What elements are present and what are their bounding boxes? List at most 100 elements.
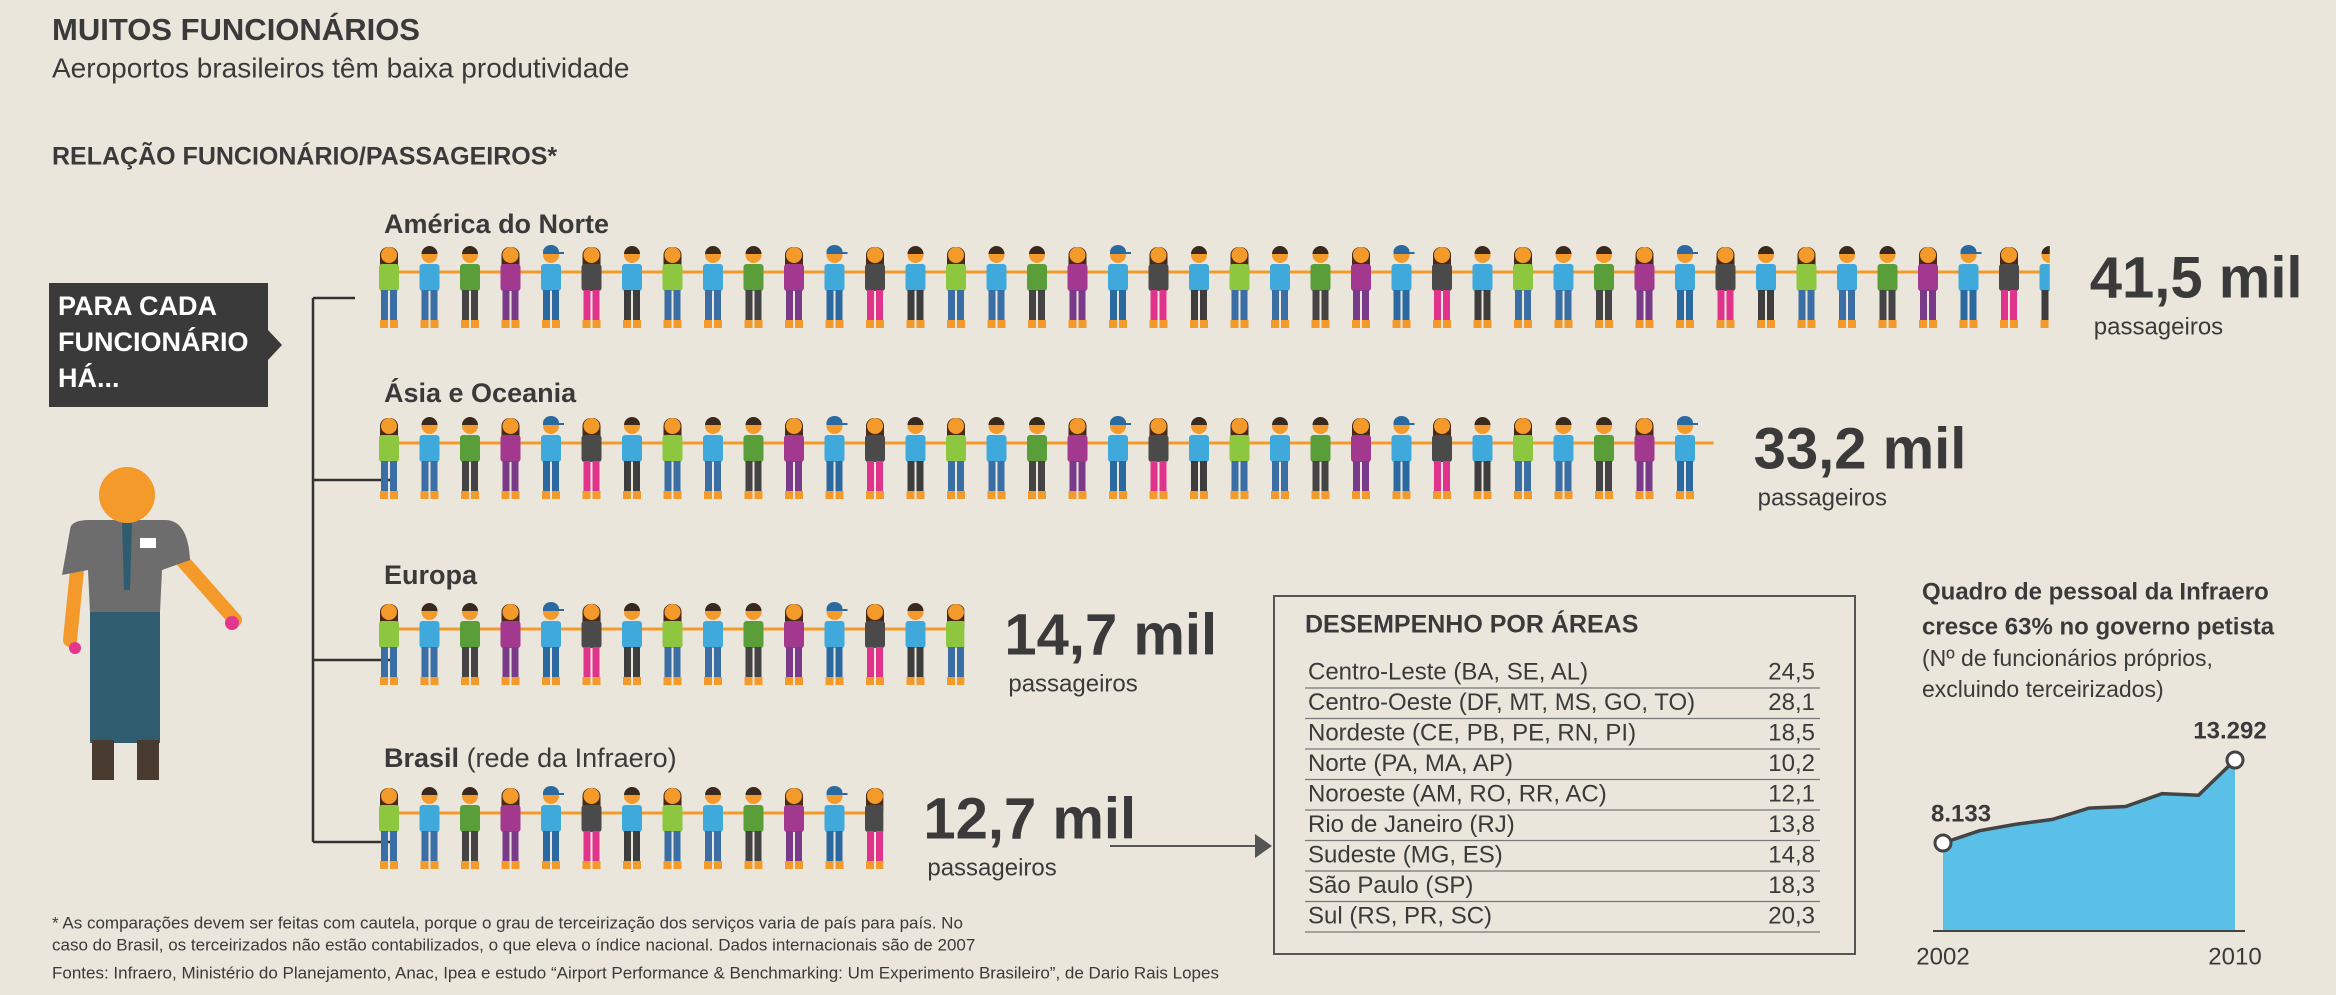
shirt <box>379 435 399 462</box>
leg <box>1353 290 1360 320</box>
foot <box>704 320 712 328</box>
shirt <box>1189 264 1209 291</box>
foot <box>542 491 550 499</box>
leg <box>826 290 834 320</box>
person-icon <box>379 788 399 869</box>
hair <box>988 417 1005 425</box>
leg <box>786 461 793 491</box>
head <box>786 247 802 263</box>
foot <box>916 491 925 499</box>
leg <box>1717 290 1725 320</box>
foot <box>825 861 834 869</box>
leg <box>1200 290 1207 320</box>
head <box>664 247 681 263</box>
shirt <box>622 264 642 291</box>
foot <box>592 677 601 685</box>
table-cell-name: Rio de Janeiro (RJ) <box>1308 811 1515 838</box>
foot <box>1443 320 1451 328</box>
person-icon <box>905 603 926 685</box>
foot <box>1726 320 1735 328</box>
shirt <box>865 805 884 832</box>
foot <box>380 861 388 869</box>
person-icon <box>865 247 885 328</box>
hair <box>745 246 762 254</box>
head <box>948 418 964 434</box>
shirt <box>662 621 683 648</box>
foot <box>714 491 722 499</box>
region-name-text: América do Norte <box>384 209 609 239</box>
shirt <box>1756 264 1776 291</box>
foot <box>430 491 439 499</box>
leg <box>948 290 955 320</box>
head <box>583 788 600 804</box>
shirt <box>1675 435 1695 462</box>
leg <box>1321 461 1329 491</box>
shirt <box>1067 435 1088 462</box>
foot <box>420 491 429 499</box>
leg <box>835 461 843 491</box>
leg <box>673 647 681 677</box>
shirt <box>622 621 642 648</box>
leg <box>907 647 915 677</box>
foot <box>1028 320 1036 328</box>
foot <box>582 677 591 685</box>
person-icon <box>1310 417 1331 499</box>
foot <box>1433 320 1441 328</box>
leg <box>624 290 631 320</box>
leg <box>1110 290 1117 320</box>
hair <box>1029 417 1045 425</box>
foot <box>1281 320 1289 328</box>
shirt <box>1310 264 1331 291</box>
person-icon <box>1796 247 1817 328</box>
person-icon <box>1513 247 1533 328</box>
person-icon <box>784 418 804 499</box>
foot <box>471 491 479 499</box>
foot <box>1352 491 1360 499</box>
leg <box>673 461 681 491</box>
shirt <box>622 435 642 462</box>
foot <box>987 491 996 499</box>
head <box>1150 247 1167 263</box>
person-icon <box>1837 246 1857 328</box>
foot <box>1605 491 1613 499</box>
head <box>1150 418 1167 434</box>
shirt <box>946 435 966 462</box>
hair <box>624 417 640 425</box>
foot <box>623 491 631 499</box>
foot <box>582 861 591 869</box>
foot <box>633 677 641 685</box>
leg <box>1524 290 1531 320</box>
shirt <box>500 435 521 462</box>
leg <box>1605 461 1612 491</box>
foot <box>825 320 834 328</box>
shirt <box>1189 435 1209 462</box>
foot <box>673 491 682 499</box>
leg <box>1231 290 1239 320</box>
leg <box>1596 461 1603 491</box>
leg <box>1038 461 1045 491</box>
hair <box>1758 246 1774 254</box>
leg <box>633 647 640 677</box>
person-icon <box>703 787 723 869</box>
pictogram-rows: América do Norte 41,5 mil passageiros Ásia … <box>379 209 2303 881</box>
leg <box>673 290 681 320</box>
leg <box>381 461 388 491</box>
region-name-text: Brasil <box>384 743 459 773</box>
hair <box>1474 246 1491 254</box>
person-icon <box>1391 245 1415 328</box>
leg <box>997 290 1005 320</box>
foot <box>1078 320 1087 328</box>
foot <box>1797 320 1806 328</box>
shirt <box>1958 264 1979 291</box>
leg <box>745 831 753 861</box>
foot <box>1038 491 1046 499</box>
shirt <box>703 621 723 648</box>
foot <box>1564 491 1573 499</box>
person-icon <box>419 787 440 869</box>
leg <box>390 461 397 491</box>
leg <box>1677 461 1684 491</box>
person-icon <box>743 603 764 685</box>
foot <box>592 491 601 499</box>
leg <box>583 647 591 677</box>
